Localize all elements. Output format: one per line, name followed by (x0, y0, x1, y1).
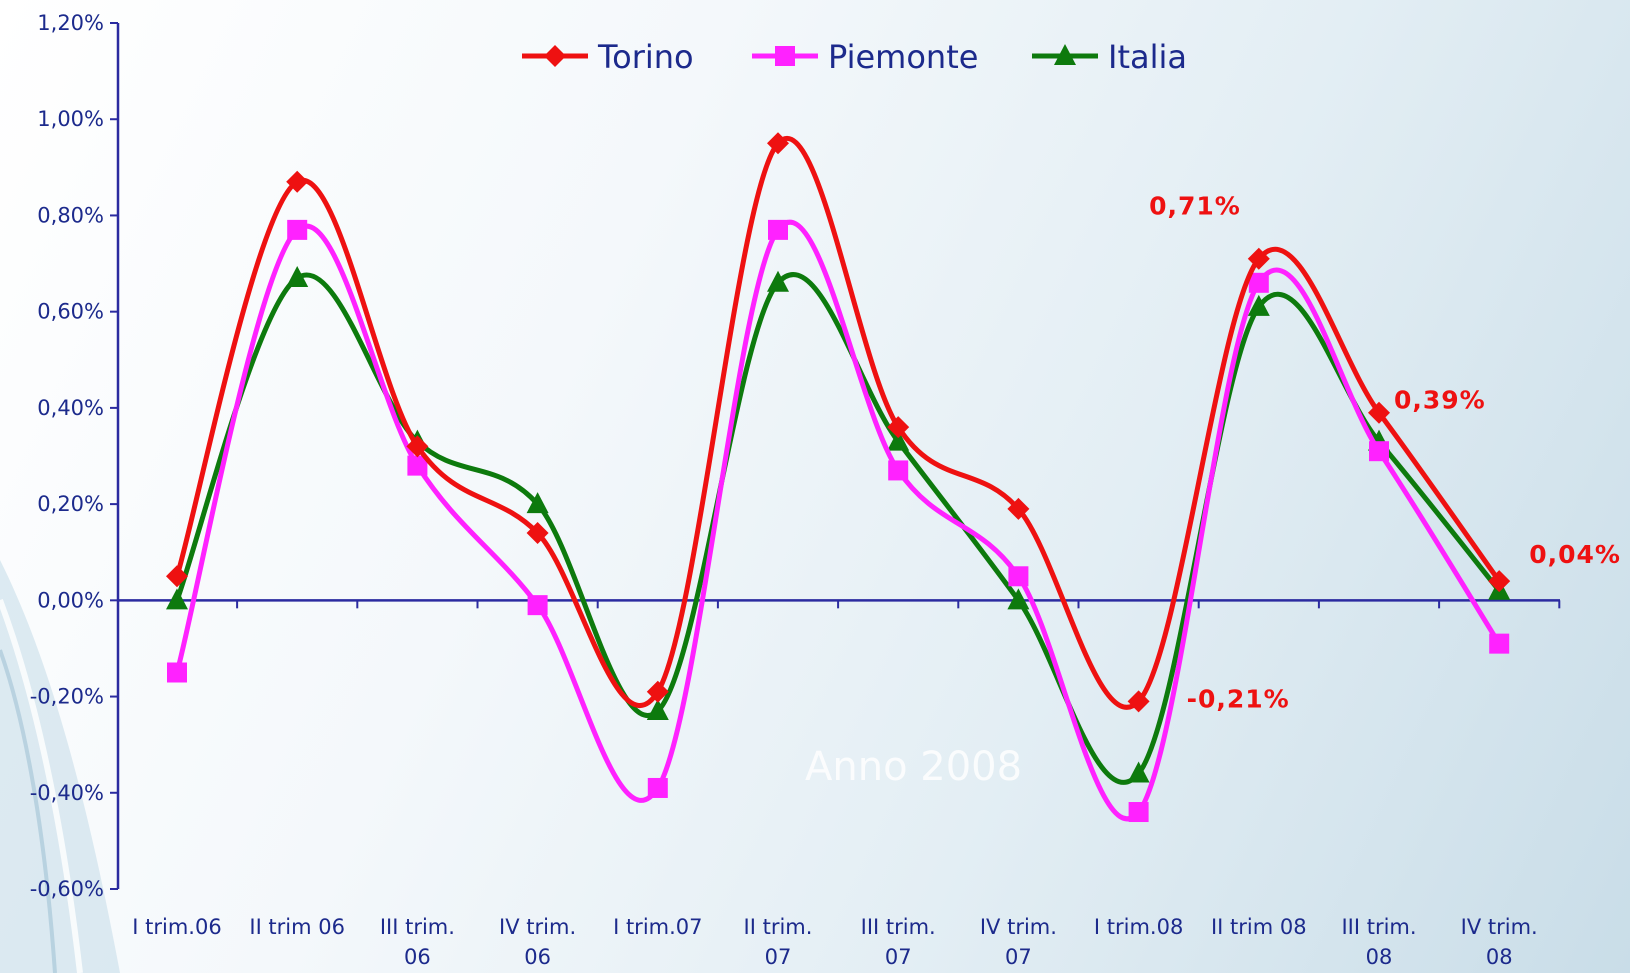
piemonte-point (287, 220, 307, 240)
legend-marker (544, 45, 566, 67)
x-tick-label: III trim. 07 (861, 915, 936, 969)
piemonte-point (1489, 634, 1509, 654)
legend-item-italia: Italia (1032, 38, 1187, 76)
series-layer (166, 132, 1510, 822)
series-line-italia (177, 275, 1499, 783)
legend-item-piemonte: Piemonte (752, 38, 978, 76)
y-tick-label: 0,40% (37, 396, 104, 420)
y-tick-label: 0,80% (37, 203, 104, 227)
piemonte-point (648, 778, 668, 798)
background-swoosh (0, 560, 120, 973)
piemonte-point (888, 460, 908, 480)
piemonte-point (1369, 441, 1389, 461)
legend-label: Italia (1108, 38, 1187, 76)
legend-marker (775, 46, 795, 66)
piemonte-point (167, 663, 187, 683)
y-tick-label: -0,40% (30, 781, 104, 805)
axes: 1,20% 1,00% 0,80% 0,60% 0,40% 0,20% 0,00% -0,20… (30, 11, 1560, 969)
x-tick-label: II trim. 07 (744, 915, 813, 969)
piemonte-point (768, 220, 788, 240)
x-tick-label: II trim 08 (1211, 915, 1307, 939)
x-tick-label: I trim.07 (613, 915, 702, 939)
data-label: 0,71% (1149, 192, 1241, 221)
piemonte-point (528, 595, 548, 615)
x-tick-label: IV trim. 06 (499, 915, 576, 969)
x-tick-label: I trim.08 (1094, 915, 1183, 939)
x-tick-label: III trim. 08 (1341, 915, 1416, 969)
y-tick-label: 0,20% (37, 492, 104, 516)
x-tick-label: III trim. 06 (380, 915, 455, 969)
data-label: 0,04% (1529, 540, 1621, 569)
data-label: 0,39% (1394, 386, 1486, 415)
y-tick-label: 0,00% (37, 588, 104, 612)
legend: Torino Piemonte Italia (522, 38, 1187, 76)
x-tick-label: IV trim. 08 (1461, 915, 1538, 969)
y-tick-label: -0,60% (30, 877, 104, 901)
series-line-torino (177, 138, 1499, 707)
x-tick-label: I trim.06 (132, 915, 221, 939)
piemonte-point (1129, 802, 1149, 822)
italia-point (166, 588, 188, 609)
legend-label: Piemonte (828, 38, 978, 76)
y-tick-label: -0,20% (30, 685, 104, 709)
x-tick-label: II trim 06 (249, 915, 345, 939)
data-label: -0,21% (1187, 684, 1290, 713)
series-piemonte (167, 220, 1509, 822)
y-tick-label: 1,20% (37, 11, 104, 35)
legend-label: Torino (597, 38, 694, 76)
y-tick-label: 0,60% (37, 300, 104, 324)
piemonte-point (1008, 566, 1028, 586)
legend-item-torino: Torino (522, 38, 694, 76)
y-tick-label: 1,00% (37, 107, 104, 131)
watermark: Anno 2008 (805, 744, 1022, 790)
x-tick-label: IV trim. 07 (980, 915, 1057, 969)
series-torino (166, 132, 1510, 712)
